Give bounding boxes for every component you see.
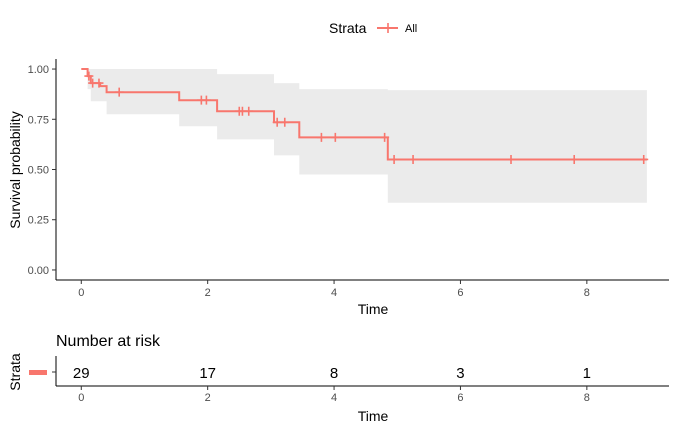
risk-values: 29 17 8 3 1 (73, 365, 591, 382)
x-tick-label: 4 (331, 287, 337, 299)
legend: Strata All (329, 20, 417, 36)
censor-mark (114, 87, 124, 97)
censor-mark (94, 78, 104, 88)
censor-marks (84, 71, 649, 164)
censor-mark (408, 154, 418, 164)
risk-table-title: Number at risk (56, 333, 161, 350)
censor-mark (280, 117, 290, 127)
risk-value-all: 3 (456, 365, 464, 382)
risk-x-tick-label: 4 (331, 392, 337, 404)
risk-x-axis-title: Time (358, 408, 389, 424)
y-tick-label: 1.00 (28, 64, 49, 76)
legend-title: Strata (329, 20, 367, 36)
y-tick-label: 0.50 (28, 165, 49, 177)
risk-strata-color-key (29, 370, 47, 375)
survival-line-all (81, 68, 647, 161)
x-tick-label: 0 (78, 287, 84, 299)
censor-mark (316, 132, 326, 142)
main-axes: 0.00 0.25 0.50 0.75 1.00 0 2 4 6 8 (28, 59, 669, 299)
x-tick-label: 2 (205, 287, 211, 299)
x-tick-label: 6 (457, 287, 463, 299)
risk-value-all: 17 (199, 365, 216, 382)
y-tick-label: 0.00 (28, 265, 49, 277)
censor-mark (330, 132, 340, 142)
censor-mark (639, 154, 649, 164)
censor-mark (244, 106, 254, 116)
risk-x-tick-label: 6 (457, 392, 463, 404)
survival-curve (81, 68, 647, 161)
risk-x-tick-label: 2 (205, 392, 211, 404)
y-axis-title: Survival probability (7, 111, 23, 229)
censor-mark (201, 95, 211, 105)
risk-value-all: 29 (73, 365, 90, 382)
censor-mark (389, 154, 399, 164)
risk-table: Number at risk Strata 29 17 8 3 1 0 2 4 6 8 Time (7, 333, 669, 424)
confidence-band (81, 69, 647, 203)
censor-mark (272, 117, 282, 127)
legend-key-cross (383, 23, 393, 33)
risk-strata-label: Strata (7, 353, 23, 391)
legend-label-all: All (405, 23, 417, 35)
censor-mark (380, 132, 390, 142)
censor-mark (569, 154, 579, 164)
y-tick-label: 0.25 (28, 215, 49, 227)
risk-value-all: 1 (583, 365, 591, 382)
x-axis-title: Time (358, 301, 389, 317)
risk-axes: 0 2 4 6 8 (52, 356, 669, 404)
censor-mark (506, 154, 516, 164)
x-tick-label: 8 (584, 287, 590, 299)
y-tick-label: 0.75 (28, 114, 49, 126)
confidence-band-area (81, 69, 647, 203)
legend-key-all (377, 23, 398, 33)
risk-x-tick-label: 0 (78, 392, 84, 404)
risk-value-all: 8 (330, 365, 338, 382)
censor-mark (84, 71, 94, 81)
risk-x-tick-label: 8 (584, 392, 590, 404)
survival-panel: 0.00 0.25 0.50 0.75 1.00 0 2 4 6 8 Survival proba… (7, 59, 669, 317)
